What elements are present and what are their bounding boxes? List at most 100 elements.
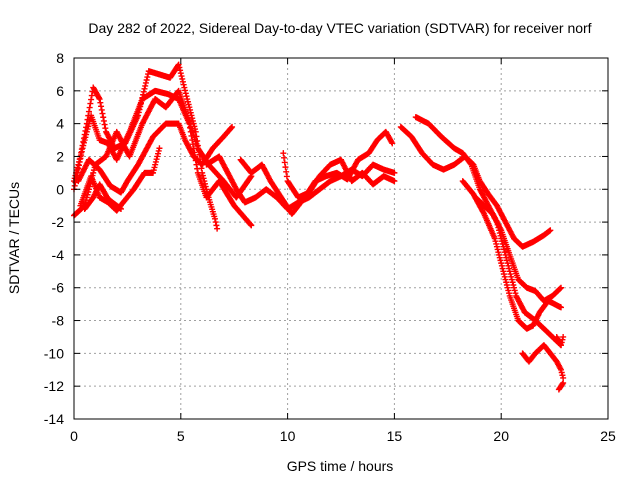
data-point: [96, 96, 103, 103]
data-point: [142, 82, 149, 89]
x-tick-label: 20: [493, 428, 509, 444]
data-point: [184, 98, 191, 105]
data-point: [498, 260, 505, 267]
data-point: [495, 249, 502, 256]
y-tick-label: -10: [44, 345, 64, 361]
data-point: [558, 339, 565, 346]
series-track-6: [81, 181, 124, 212]
data-point: [506, 268, 513, 275]
data-point: [280, 150, 287, 157]
data-point: [511, 287, 518, 294]
data-point: [156, 145, 163, 152]
data-point: [99, 110, 106, 117]
data-point: [97, 99, 104, 106]
data-point: [502, 276, 509, 283]
data-point: [559, 336, 566, 343]
data-point: [81, 137, 88, 144]
data-point: [558, 366, 565, 373]
data-point: [211, 215, 218, 222]
data-point: [90, 167, 97, 174]
data-point: [98, 103, 105, 110]
series-track-2: [71, 87, 255, 229]
data-point: [182, 90, 189, 97]
data-point: [183, 93, 190, 100]
data-point: [85, 123, 92, 130]
data-point: [512, 290, 519, 297]
data-point: [155, 150, 162, 157]
data-point: [281, 159, 288, 166]
y-tick-label: 0: [56, 181, 64, 197]
data-point: [467, 160, 474, 167]
data-point: [75, 165, 82, 172]
data-point: [497, 257, 504, 264]
series-track-10: [397, 123, 554, 250]
y-tick-label: -6: [52, 280, 65, 296]
data-point: [77, 155, 84, 162]
data-point: [547, 227, 554, 234]
data-point: [491, 235, 498, 242]
axis-ticks: 0 5 10 15 20 25 -14 -12 -10 -8 -6 -4 -2 0 2 4 6 8: [44, 50, 616, 444]
data-point: [214, 225, 221, 232]
x-tick-label: 25: [600, 428, 616, 444]
data-points: [71, 61, 567, 393]
data-point: [558, 342, 565, 349]
data-point: [79, 145, 86, 152]
data-point: [86, 104, 93, 111]
y-tick-label: -2: [52, 214, 65, 230]
data-point: [496, 254, 503, 261]
data-point: [283, 168, 290, 175]
data-point: [153, 156, 160, 163]
data-point: [78, 152, 85, 159]
y-tick-label: 8: [56, 50, 64, 66]
series-track-4: [75, 120, 236, 196]
data-point: [499, 265, 506, 272]
data-point: [507, 271, 514, 278]
data-point: [88, 92, 95, 99]
data-point: [175, 61, 182, 68]
y-tick-label: -12: [44, 378, 64, 394]
series-track-3: [71, 87, 255, 219]
data-point: [247, 174, 254, 181]
data-point: [509, 279, 516, 286]
data-point: [83, 128, 90, 135]
data-point: [283, 173, 290, 180]
data-point: [389, 140, 396, 147]
data-point: [100, 117, 107, 124]
data-point: [510, 281, 517, 288]
data-point: [511, 284, 518, 291]
data-point: [558, 369, 565, 376]
data-point: [506, 265, 513, 272]
data-point: [501, 273, 508, 280]
data-point: [496, 251, 503, 258]
data-point: [141, 85, 148, 92]
series-track-16: [555, 379, 567, 393]
data-point: [150, 167, 157, 174]
data-point: [143, 76, 150, 83]
data-point: [558, 284, 565, 291]
data-point: [90, 169, 97, 176]
data-point: [78, 148, 85, 155]
y-axis-title: SDTVAR / TECUs: [6, 182, 22, 294]
data-point: [179, 75, 186, 82]
data-point: [558, 304, 565, 311]
y-tick-label: -4: [52, 247, 65, 263]
data-point: [87, 100, 94, 107]
data-point: [75, 162, 82, 169]
series-track-5: [77, 145, 163, 214]
y-tick-label: -8: [52, 313, 65, 329]
data-point: [155, 147, 162, 154]
data-point: [144, 74, 151, 81]
data-point: [101, 121, 108, 128]
data-point: [117, 205, 124, 212]
series-track-8: [237, 128, 396, 217]
data-point: [177, 67, 184, 74]
data-point: [180, 81, 187, 88]
series-track-12: [459, 178, 565, 332]
data-point: [176, 64, 183, 71]
series-track-14: [519, 342, 567, 381]
data-point: [154, 153, 161, 160]
data-point: [142, 79, 149, 86]
data-point: [492, 238, 499, 245]
data-point: [151, 164, 158, 171]
series-track-15: [553, 333, 567, 349]
